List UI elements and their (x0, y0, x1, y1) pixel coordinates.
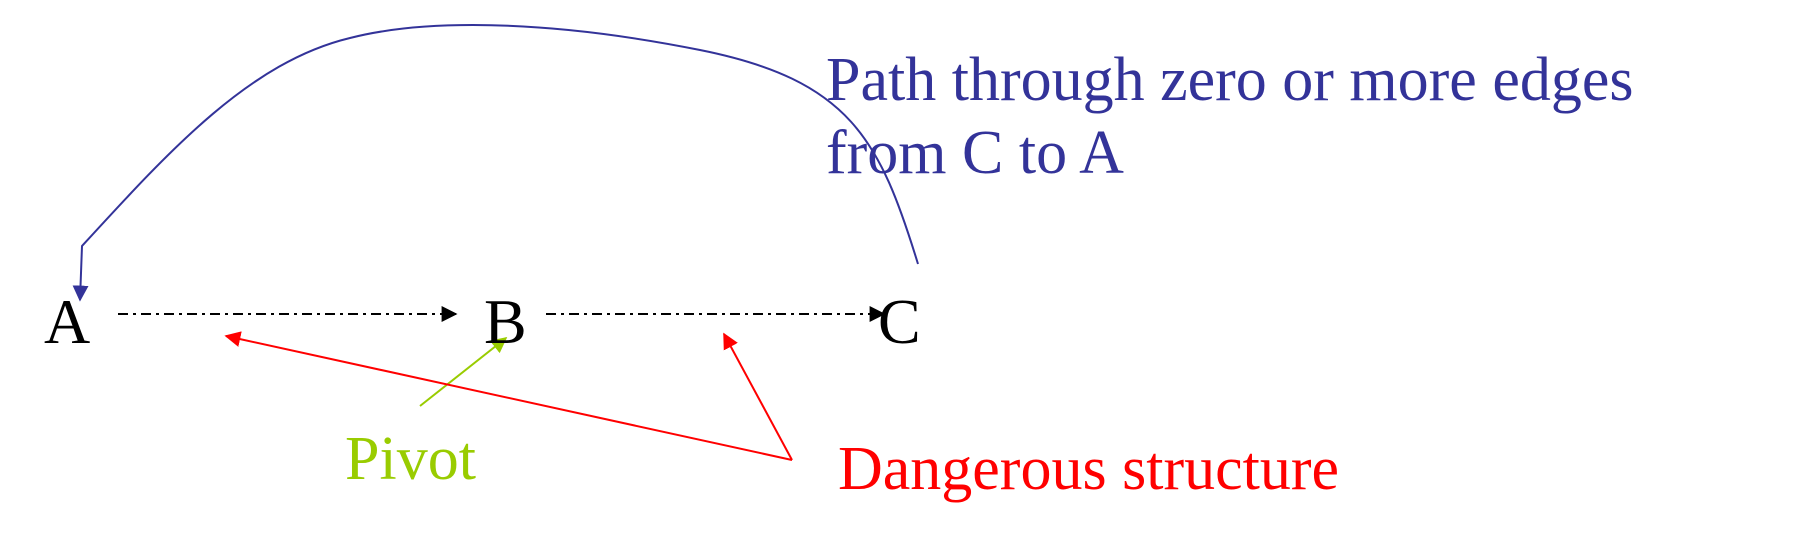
path-c-to-a-curve (72, 24, 919, 302)
dangerous-pointer-ab (224, 331, 793, 461)
path-annotation: Path through zero or more edges from C t… (826, 46, 1634, 188)
pivot-pointer (419, 337, 508, 407)
node-b-label: B (484, 286, 527, 357)
dangerous-structure-label: Dangerous structure (838, 435, 1339, 503)
node-a-label: A (44, 286, 91, 357)
dangerous-pointer-bc (723, 332, 793, 461)
node-c-label: C (878, 286, 921, 357)
pivot-label: Pivot (345, 425, 476, 493)
